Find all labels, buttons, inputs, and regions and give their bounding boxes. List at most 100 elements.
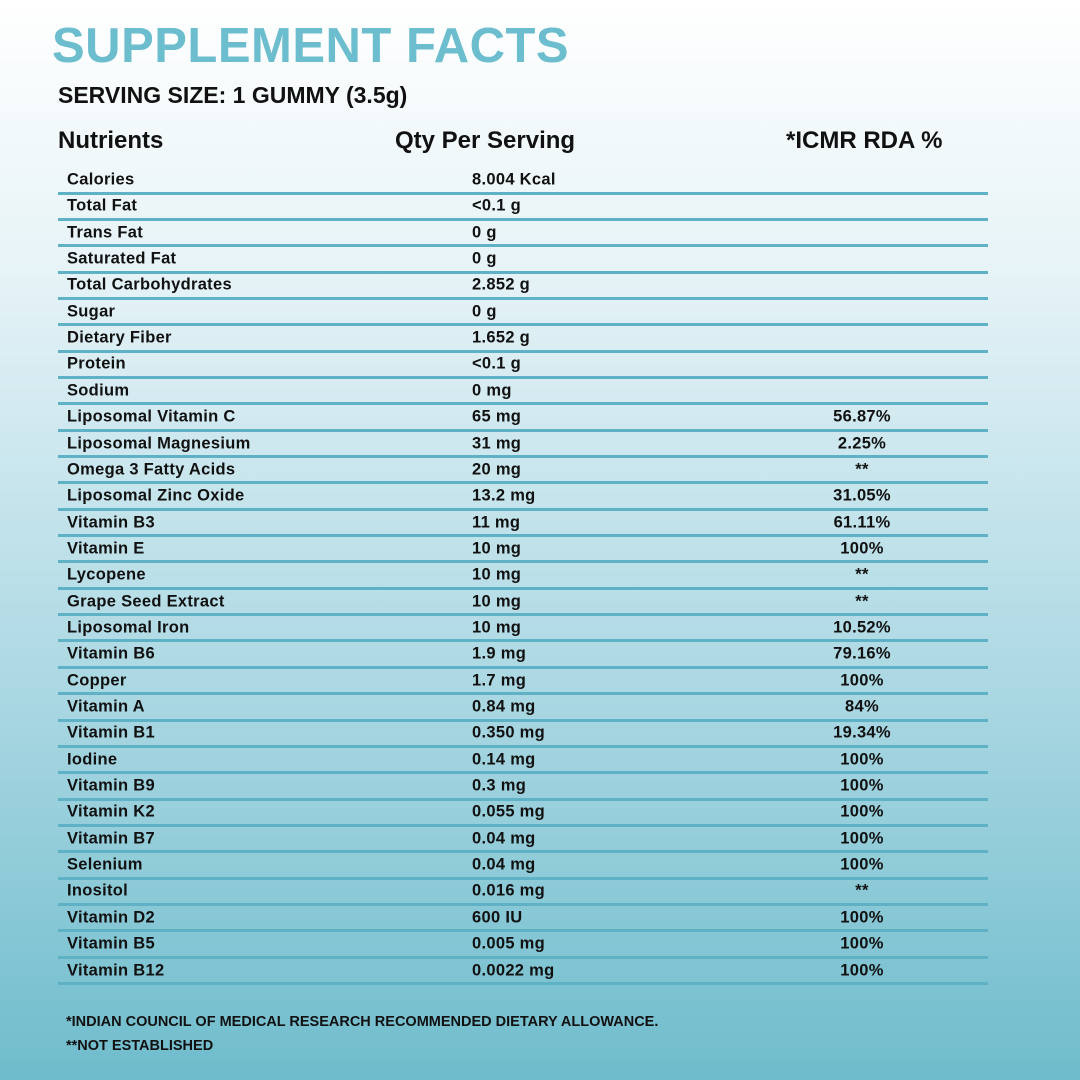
quantity: 11 mg: [472, 513, 521, 532]
row-divider: [58, 902, 988, 906]
rda-percent: 10.52%: [833, 618, 891, 637]
nutrient-name: Trans Fat: [67, 223, 144, 242]
nutrient-name: Vitamin B12: [67, 961, 165, 979]
rda-percent: 19.34%: [833, 723, 891, 742]
row-divider: [58, 296, 988, 300]
quantity: 0.016 mg: [472, 881, 546, 900]
nutrient-name: Total Fat: [67, 196, 138, 215]
nutrient-name: Calories: [67, 170, 135, 189]
row-divider: [58, 323, 988, 327]
rda-percent: 100%: [840, 934, 884, 953]
quantity: 10 mg: [472, 565, 522, 584]
nutrient-name: Vitamin A: [67, 697, 145, 716]
rda-percent: 100%: [840, 750, 884, 769]
quantity: 10 mg: [472, 539, 522, 558]
quantity: 0.14 mg: [472, 750, 536, 769]
nutrient-name: Selenium: [67, 855, 143, 874]
nutrient-name: Vitamin D2: [67, 908, 155, 927]
row-divider: [58, 771, 988, 775]
rda-percent: 100%: [840, 855, 884, 874]
rda-percent: 100%: [840, 539, 884, 558]
quantity: 600 IU: [472, 908, 523, 927]
rda-percent: **: [855, 460, 869, 479]
nutrient-name: Vitamin B3: [67, 513, 155, 532]
row-divider: [58, 270, 988, 274]
nutrient-name: Liposomal Iron: [67, 618, 190, 637]
column-header: *ICMR RDA %: [786, 127, 943, 154]
quantity: 0.04 mg: [472, 829, 536, 848]
quantity: <0.1 g: [472, 196, 522, 215]
nutrient-name: Vitamin B6: [67, 644, 155, 663]
nutrient-name: Dietary Fiber: [67, 328, 172, 347]
row-divider: [58, 744, 988, 748]
row-divider: [58, 797, 988, 801]
rda-percent: **: [855, 565, 869, 584]
row-divider: [58, 481, 988, 485]
row-divider: [58, 349, 988, 353]
quantity: 0.055 mg: [472, 802, 546, 821]
row-divider: [58, 507, 988, 511]
rda-percent: 56.87%: [833, 407, 891, 426]
row-divider: [58, 665, 988, 669]
nutrient-name: Sugar: [67, 302, 116, 321]
nutrient-name: Grape Seed Extract: [67, 592, 225, 611]
footnote: *INDIAN COUNCIL OF MEDICAL RESEARCH RECO…: [66, 1014, 659, 1030]
rda-percent: 100%: [840, 671, 884, 690]
rda-percent: 31.05%: [833, 486, 891, 505]
quantity: 1.7 mg: [472, 671, 527, 690]
row-divider: [58, 244, 988, 248]
row-divider: [58, 955, 988, 959]
rda-percent: **: [855, 592, 869, 611]
row-divider: [58, 718, 988, 722]
row-divider: [58, 639, 988, 643]
row-divider: [58, 823, 988, 827]
quantity: 1.652 g: [472, 328, 531, 347]
quantity: 0.350 mg: [472, 723, 546, 742]
row-divider: [58, 613, 988, 617]
nutrient-name: Omega 3 Fatty Acids: [67, 460, 236, 479]
row-divider: [58, 982, 988, 985]
rda-percent: 2.25%: [837, 434, 887, 452]
quantity: 13.2 mg: [472, 486, 536, 505]
rda-percent: 100%: [840, 908, 884, 927]
footnote: **NOT ESTABLISHED: [66, 1038, 214, 1054]
nutrient-name: Sodium: [67, 381, 130, 400]
row-divider: [58, 217, 988, 221]
quantity: 0.005 mg: [472, 934, 546, 953]
row-divider: [58, 455, 988, 458]
rda-percent: 100%: [840, 961, 884, 979]
title: SUPPLEMENT FACTS: [52, 19, 570, 73]
row-divider: [58, 692, 988, 696]
serving-size: SERVING SIZE: 1 GUMMY (3.5g): [58, 82, 408, 108]
quantity: 0.3 mg: [472, 776, 527, 795]
row-divider: [58, 402, 988, 406]
row-divider: [58, 428, 988, 432]
column-header: Nutrients: [58, 127, 164, 154]
quantity: 0 g: [472, 223, 497, 242]
row-divider: [58, 534, 988, 538]
quantity: 65 mg: [472, 407, 522, 426]
row-divider: [58, 876, 988, 880]
nutrient-name: Saturated Fat: [67, 249, 177, 268]
nutrient-name: Liposomal Vitamin C: [67, 407, 236, 426]
quantity: 31 mg: [472, 434, 522, 452]
rda-percent: 100%: [840, 776, 884, 795]
quantity: 2.852 g: [472, 275, 531, 294]
nutrient-name: Total Carbohydrates: [67, 275, 232, 294]
nutrient-name: Protein: [67, 354, 126, 373]
quantity: 1.9 mg: [472, 644, 527, 663]
quantity: 20 mg: [472, 460, 522, 479]
nutrient-name: Vitamin B7: [67, 829, 155, 848]
quantity: <0.1 g: [472, 354, 522, 373]
nutrient-name: Liposomal Magnesium: [67, 434, 251, 452]
nutrient-name: Vitamin K2: [67, 802, 155, 821]
quantity: 0.04 mg: [472, 855, 536, 874]
rda-percent: 84%: [845, 697, 879, 716]
row-divider: [58, 191, 988, 195]
nutrient-name: Vitamin E: [67, 539, 145, 558]
row-divider: [58, 850, 988, 854]
nutrient-name: Inositol: [67, 881, 129, 900]
rda-percent: 79.16%: [833, 644, 891, 663]
rda-percent: **: [855, 881, 869, 900]
